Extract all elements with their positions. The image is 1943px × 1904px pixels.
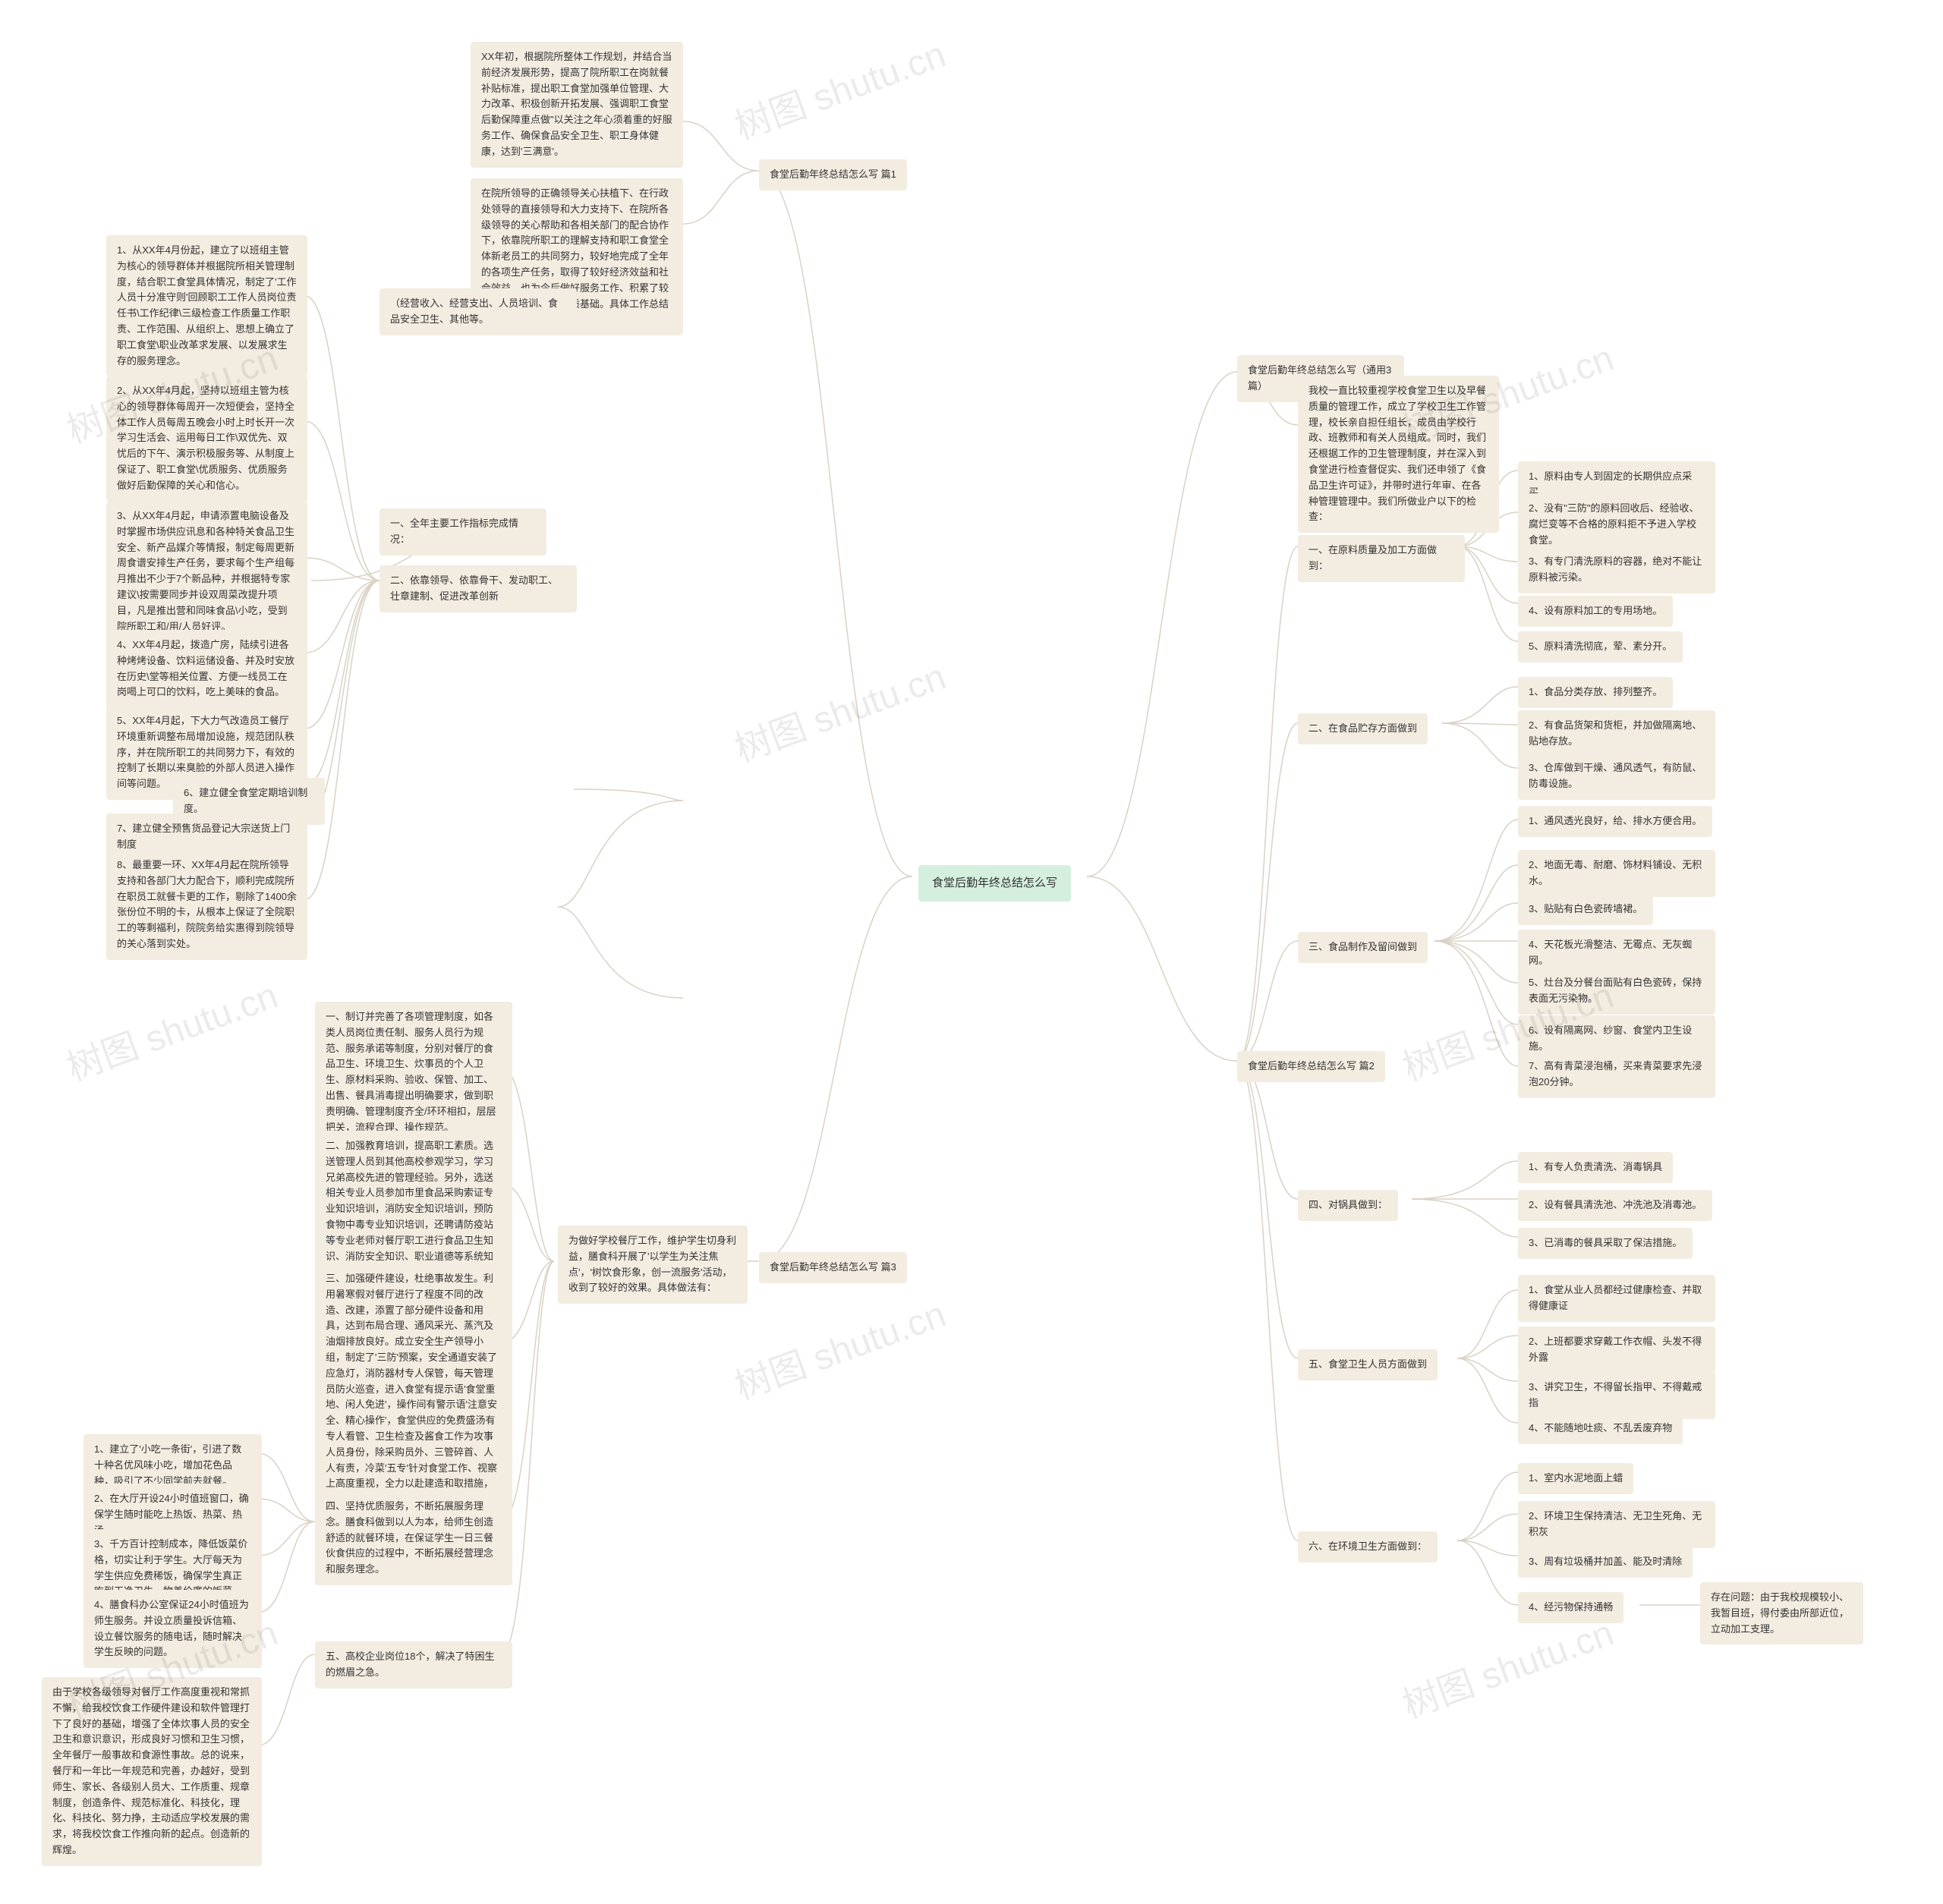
r2-s3-i5: 5、灶台及分餐台面贴有白色瓷砖，保持表面无污染物。 <box>1518 968 1715 1015</box>
r1-l4: 4、XX年4月起，拨造广房，陆续引进各种烤烤设备、饮料运储设备、并及时安放在历史… <box>106 630 307 708</box>
r3-l4: 四、坚持优质服务，不断拓展服务理念。膳食科做到以人为本，给师生创造舒适的就餐环境… <box>315 1491 512 1585</box>
r2-s2-i3: 3、仓库做到干燥、通风透气，有防鼠、防毒设施。 <box>1518 753 1715 800</box>
r2-s5-i2: 2、上班都要求穿戴工作衣帽、头发不得外露 <box>1518 1327 1715 1374</box>
r1-l1: 1、从XX年4月份起，建立了以班组主管为核心的领导群体并根据院所相关管理制度，结… <box>106 235 307 376</box>
r2-s5-i4: 4、不能随地吐痰、不乱丢废弃物 <box>1518 1413 1683 1444</box>
r2-s4: 四、对锅具做到： <box>1298 1190 1398 1221</box>
r2-s6: 六、在环境卫生方面做到： <box>1298 1531 1438 1563</box>
r2-s1-i5: 5、原料清洗彻底，荤、素分开。 <box>1518 631 1683 662</box>
r2-s6-i4a: 4、经污物保持通畅 <box>1518 1592 1623 1623</box>
r3-l5: 五、高校企业岗位18个，解决了特困生的燃眉之急。 <box>315 1641 512 1688</box>
r1-l3: 3、从XX年4月起，申请添置电脑设备及时掌握市场供应讯息和各种特关食品卫生安全、… <box>106 501 307 642</box>
r1-sub3: 二、依靠领导、依靠骨干、发动职工、壮章建制、促进改革创新 <box>379 565 577 612</box>
r2-intro: 我校一直比较重视学校食堂卫生以及早餐质量的管理工作，成立了学校卫生工作管理，校长… <box>1298 376 1499 533</box>
r2-s6-i3: 3、周有垃圾桶并加盖、能及时清除 <box>1518 1547 1693 1578</box>
r2-s6-i2: 2、环境卫生保持清洁、无卫生死角、无积灰 <box>1518 1501 1715 1548</box>
r3-intro: 为做好学校餐厅工作，维护学生切身利益，膳食科开展了'以学生为关注焦点'，'树饮食… <box>558 1226 748 1304</box>
r2-s5-i3: 3、讲究卫生，不得留长指甲、不得戴戒指 <box>1518 1372 1715 1419</box>
r1-sub2: 一、全年主要工作指标完成情况： <box>379 508 546 555</box>
r3-title: 食堂后勤年终总结怎么写 篇3 <box>759 1252 907 1283</box>
r3-final: 由于学校各级领导对餐厅工作高度重视和常抓不懈，给我校饮食工作硬件建设和软件管理打… <box>42 1677 262 1866</box>
r2-s1: 一、在原料质量及加工方面做到： <box>1298 535 1465 582</box>
r1-l2: 2、从XX年4月起，坚持以班组主管为核心的领导群体每周开一次短便会，坚持全体工作… <box>106 376 307 502</box>
root-node: 食堂后勤年终总结怎么写 <box>918 865 1071 902</box>
r2-s6-i1: 1、室内水泥地面上蜡 <box>1518 1463 1633 1494</box>
r2-s3-i2: 2、地面无毒、耐磨、饰材料铺设、无积水。 <box>1518 850 1715 897</box>
r2-s4-i3: 3、已消毒的餐具采取了保洁措施。 <box>1518 1228 1693 1259</box>
r2-s3-i3: 3、贴贴有白色瓷砖墙裙。 <box>1518 894 1653 925</box>
r2-s5-i1: 1、食堂从业人员都经过健康检查、并取得健康证 <box>1518 1275 1715 1322</box>
r1-l8: 8、最重要一环、XX年4月起在院所领导支持和各部门大力配合下，顺利完成院所在职员… <box>106 850 307 960</box>
r2-s6-i4b: 存在问题：由于我校规模较小、我暂目班，得付委由所部近位，立动加工支理。 <box>1700 1582 1863 1644</box>
r2-s2-i2: 2、有食品货架和货柜，并加做隔离地、贴地存放。 <box>1518 710 1715 757</box>
r3-l1: 一、制订并完善了各项管理制度，如各类人员岗位责任制、服务人员行为规范、服务承诺等… <box>315 1002 512 1143</box>
r2-s3-i7: 7、高有青菜浸泡桶，买来青菜要求先浸泡20分钟。 <box>1518 1051 1715 1098</box>
r2-s1-i3: 3、有专门清洗原料的容器，绝对不能让原料被污染。 <box>1518 546 1715 593</box>
r1-title: 食堂后勤年终总结怎么写 篇1 <box>759 159 907 190</box>
r2-title: 食堂后勤年终总结怎么写 篇2 <box>1237 1051 1385 1082</box>
r2-s4-i1: 1、有专人负责清洗、消毒锅具 <box>1518 1152 1673 1183</box>
r2-s4-i2: 2、设有餐具清洗池、冲洗池及消毒池。 <box>1518 1190 1712 1221</box>
r1-intro1: XX年初，根据院所整体工作规划，并结合当前经济发展形势，提高了院所职工在岗就餐补… <box>471 42 683 168</box>
r2-s3-i1: 1、通风透光良好，给、排水方便合用。 <box>1518 806 1712 837</box>
r2-s2: 二、在食品贮存方面做到 <box>1298 713 1428 744</box>
r1-sub1: （经营收入、经营支出、人员培训、食品安全卫生、其他等。 <box>379 288 577 335</box>
r2-s2-i1: 1、食品分类存放、排列整齐。 <box>1518 677 1673 708</box>
r2-s3: 三、食品制作及留间做到 <box>1298 932 1428 963</box>
r2-s1-i4: 4、设有原料加工的专用场地。 <box>1518 596 1673 627</box>
r2-s5: 五、食堂卫生人员方面做到 <box>1298 1349 1438 1380</box>
r3-s4: 4、膳食科办公室保证24小时值班为师生服务。并设立质量投诉信箱、设立餐饮服务的随… <box>83 1590 262 1668</box>
